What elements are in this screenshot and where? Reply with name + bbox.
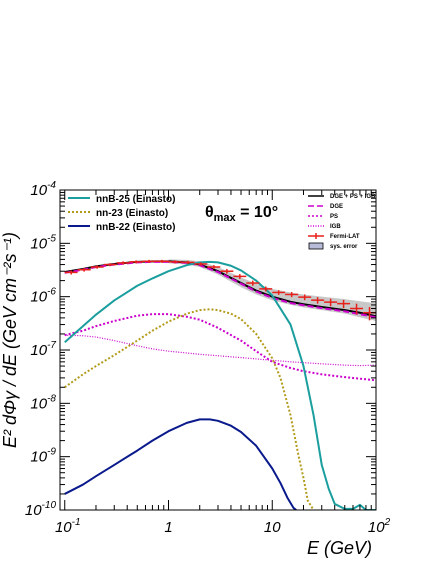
legend-label: nnB-22 (Einasto): [96, 222, 175, 233]
legend-item-fermi-lat: Fermi-LAT: [308, 233, 360, 240]
y-tick-label: 10-8: [30, 393, 56, 412]
series-line-nn-23-einasto: [64, 308, 315, 510]
y-tick-label: 10-9: [30, 447, 56, 466]
fermi-lat-point-14: [246, 280, 260, 286]
fermi-lat-point-10: [194, 262, 208, 266]
sys-error-band-layer: [168, 259, 376, 321]
fermi-lat-point-5: [129, 260, 143, 264]
y-tick-label: 10-10: [25, 500, 57, 519]
theta-subscript: max: [214, 212, 237, 224]
fermi-lat-point-0: [64, 270, 78, 275]
y-tick-label: 10-7: [30, 340, 56, 359]
legend-backgrounds: DGE + PS + IGB DGE PS IGB Fermi-LAT sys. erro…: [308, 194, 376, 250]
y-tick-label: 10-4: [30, 180, 56, 199]
fermi-lat-point-3: [103, 263, 117, 267]
fermi-lat-point-8: [168, 260, 182, 264]
legend-label: nnB-25 (Einasto): [96, 194, 175, 205]
fermi-lat-point-13: [233, 274, 247, 279]
fermi-lat-point-18: [298, 294, 312, 301]
legend-item-nnb-22-einasto: nnB-22 (Einasto): [68, 222, 175, 233]
legend-label: Fermi-LAT: [330, 234, 360, 240]
fermi-lat-point-16: [272, 290, 286, 295]
fermi-lat-point-15: [259, 286, 273, 292]
sys-error-band: [168, 259, 376, 321]
fermi-lat-point-6: [142, 259, 156, 263]
theta-main: θ: [205, 204, 214, 221]
fermi-lat-point-9: [181, 260, 195, 264]
series-line-ps: [64, 313, 376, 382]
y-axis-title: E² dΦγ / dE (GeV cm⁻²s⁻¹): [0, 232, 20, 448]
legend-item-ps: PS: [308, 214, 338, 220]
fermi-lat-point-11: [207, 265, 221, 270]
y-tick-label: 10-6: [30, 287, 56, 306]
fermi-lat-point-1: [77, 267, 91, 272]
x-tick-label: 1: [164, 519, 172, 536]
legend-dm-models: nnB-25 (Einasto) nn-23 (Einasto) nnB-22 (E…: [68, 194, 175, 233]
theta-value: = 10°: [236, 204, 278, 221]
fermi-lat-point-7: [155, 259, 169, 263]
fermi-lat-point-20: [324, 298, 338, 307]
fermi-lat-point-21: [337, 299, 351, 309]
legend-label: IGB: [330, 224, 341, 230]
fermi-lat-point-2: [90, 265, 104, 269]
fermi-lat-points-layer: [64, 259, 376, 321]
tick-labels: 10-1 1 10 102 10-10 10-9 10-8 10-7 10-6 10-5 10-4: [25, 180, 391, 536]
series-line-nnb-25-einasto: [64, 260, 376, 510]
legend-item-dge-ps-igb: DGE + PS + IGB: [308, 194, 376, 200]
fermi-lat-point-19: [311, 297, 325, 304]
fermi-lat-point-22: [350, 303, 364, 315]
x-tick-label: 10-1: [55, 517, 81, 536]
legend-label: sys. error: [330, 244, 358, 250]
theta-annotation: θmax = 10°: [205, 204, 278, 224]
legend-item-sys-error: sys. error: [308, 242, 358, 250]
series-line-nnb-22-einasto: [64, 418, 297, 510]
axis-ticks: [59, 190, 376, 511]
fermi-lat-point-12: [220, 269, 234, 274]
legend-label: nn-23 (Einasto): [96, 208, 168, 219]
legend-item-nn-23-einasto: nn-23 (Einasto): [68, 208, 168, 219]
legend-swatch: [308, 242, 324, 250]
y-tick-label: 10-5: [30, 233, 56, 252]
fermi-lat-point-4: [116, 261, 130, 265]
x-tick-label: 10: [264, 519, 281, 536]
legend-item-igb: IGB: [308, 224, 341, 230]
legend-label: DGE + PS + IGB: [330, 194, 376, 200]
legend-label: DGE: [330, 204, 343, 210]
x-tick-label: 102: [368, 517, 391, 536]
x-axis-title: E (GeV): [307, 538, 372, 558]
legend-item-nnb-25-einasto: nnB-25 (Einasto): [68, 194, 175, 205]
legend-label: PS: [330, 214, 338, 220]
fermi-lat-point-17: [285, 292, 299, 298]
legend-item-dge: DGE: [308, 204, 343, 210]
